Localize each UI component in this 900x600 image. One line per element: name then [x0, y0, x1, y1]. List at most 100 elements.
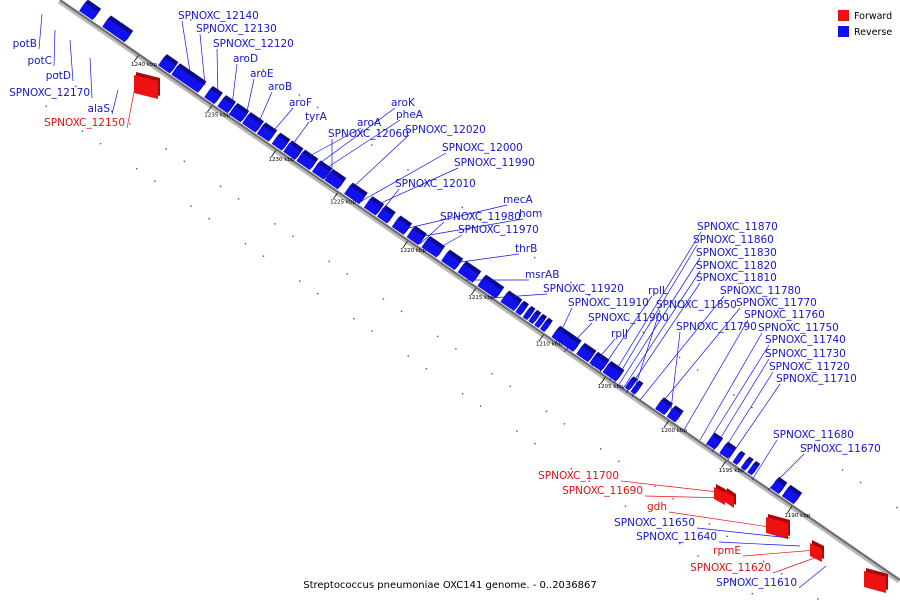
gene-block [515, 303, 526, 316]
gene-label-spnoxc-11680[interactable]: SPNOXC_11680 [773, 429, 854, 441]
leader-line [683, 319, 749, 431]
gene-label-alas[interactable]: alaS [88, 103, 111, 115]
leader-line [269, 107, 294, 136]
leader-line [727, 383, 781, 461]
leader-line [69, 39, 74, 82]
gene-label-rpll[interactable]: rplL [648, 285, 668, 297]
gene-label-spnoxc-11640[interactable]: SPNOXC_11640 [636, 531, 717, 543]
leader-line [742, 549, 817, 557]
gene-label-spnoxc-12020[interactable]: SPNOXC_12020 [405, 124, 486, 136]
gene-label-spnoxc-11760[interactable]: SPNOXC_11760 [744, 309, 825, 321]
gene-label-spnoxc-12000[interactable]: SPNOXC_12000 [442, 142, 523, 154]
gene-label-spnoxc-11990[interactable]: SPNOXC_11990 [454, 157, 535, 169]
gene-label-hom[interactable]: hom [519, 208, 542, 220]
bg-dot [136, 167, 138, 170]
gene-label-arod[interactable]: aroD [233, 53, 258, 65]
gene-block [766, 517, 788, 539]
bg-dot [697, 555, 699, 557]
scale-tick-label: 1205 kbp [598, 384, 624, 390]
gene-label-spnoxc-11850[interactable]: SPNOXC_11850 [656, 299, 737, 311]
gene-label-spnoxc-11790[interactable]: SPNOXC_11790 [676, 321, 757, 333]
gene-label-arof[interactable]: aroF [289, 97, 312, 109]
gene-block [655, 400, 671, 415]
gene-label-arob[interactable]: aroB [268, 81, 292, 93]
gene-label-msrab[interactable]: msrAB [525, 269, 559, 281]
gene-block [551, 328, 579, 352]
gene-label-spnoxc-11740[interactable]: SPNOXC_11740 [765, 334, 846, 346]
gene-label-phea[interactable]: pheA [396, 109, 424, 121]
bg-dot [679, 542, 681, 545]
gene-label-meca[interactable]: mecA [503, 194, 533, 206]
leader-line [751, 439, 778, 481]
gene-label-spnoxc-11820[interactable]: SPNOXC_11820 [696, 260, 777, 272]
gene-label-spnoxc-11720[interactable]: SPNOXC_11720 [769, 361, 850, 373]
gene-label-spnoxc-12010[interactable]: SPNOXC_12010 [395, 178, 476, 190]
gene-label-thrb[interactable]: thrB [515, 243, 537, 255]
gene-label-spnoxc-11810[interactable]: SPNOXC_11810 [696, 272, 777, 284]
gene-label-spnoxc-11830[interactable]: SPNOXC_11830 [696, 247, 777, 259]
scale-tick [663, 421, 669, 429]
gene-label-spnoxc-12130[interactable]: SPNOXC_12130 [196, 23, 277, 35]
gene-label-arok[interactable]: aroK [391, 97, 416, 109]
gene-label-potc[interactable]: potC [27, 55, 52, 67]
gene-label-spnoxc-11860[interactable]: SPNOXC_11860 [693, 234, 774, 246]
bg-dot [678, 356, 681, 359]
gene-label-spnoxc-11650[interactable]: SPNOXC_11650 [614, 517, 695, 529]
gene-label-gdh[interactable]: gdh [647, 501, 667, 513]
bg-dot [896, 506, 898, 509]
gene-label-spnoxc-11970[interactable]: SPNOXC_11970 [458, 224, 539, 236]
gene-label-spnoxc-11670[interactable]: SPNOXC_11670 [800, 443, 881, 455]
bg-dot [274, 223, 276, 225]
gene-label-spnoxc-11870[interactable]: SPNOXC_11870 [697, 221, 778, 233]
leader-line [445, 253, 520, 265]
gene-label-potb[interactable]: potB [13, 38, 37, 50]
gene-label-spnoxc-11620[interactable]: SPNOXC_11620 [690, 562, 771, 574]
gene-label-spnoxc-11610[interactable]: SPNOXC_11610 [716, 577, 797, 589]
gene-label-spnoxc-12170[interactable]: SPNOXC_12170 [9, 87, 90, 99]
bg-dot [726, 535, 729, 538]
leader-line [349, 134, 410, 191]
gene-label-spnoxc-11770[interactable]: SPNOXC_11770 [736, 297, 817, 309]
scale-tick-label: 1210 kbp [536, 342, 562, 348]
gene-block [500, 293, 520, 311]
scale-tick [133, 55, 139, 63]
gene-labels: potB potC potD SPNOXC_12170 alaS SPNOXC_12150… [9, 10, 881, 589]
gene-block [770, 479, 785, 494]
bg-dot [99, 142, 102, 145]
leader-line [359, 152, 447, 203]
bg-dot [618, 460, 620, 463]
gene-label-spnoxc-11900[interactable]: SPNOXC_11900 [588, 312, 669, 324]
gene-label-aroa[interactable]: aroA [357, 117, 382, 129]
bg-dot [437, 335, 439, 338]
gene-label-spnoxc-11780[interactable]: SPNOXC_11780 [720, 285, 801, 297]
gene-block [534, 316, 545, 328]
gene-label-spnoxc-11910[interactable]: SPNOXC_11910 [568, 297, 649, 309]
gene-label-spnoxc-12060[interactable]: SPNOXC_12060 [328, 128, 409, 140]
gene-label-spnoxc-12150[interactable]: SPNOXC_12150 [44, 117, 125, 129]
bg-dot [154, 180, 156, 182]
gene-label-spnoxc-11710[interactable]: SPNOXC_11710 [776, 373, 857, 385]
leader-line [668, 511, 777, 529]
bg-dot [545, 410, 548, 413]
gene-label-aroe[interactable]: aroE [250, 68, 274, 80]
bg-dot [219, 185, 222, 188]
gene-block [296, 152, 316, 170]
gene-label-spnoxc-11700[interactable]: SPNOXC_11700 [538, 470, 619, 482]
gene-label-spnoxc-11690[interactable]: SPNOXC_11690 [562, 485, 643, 497]
bg-dot [696, 369, 699, 371]
gene-label-spnoxc-11730[interactable]: SPNOXC_11730 [765, 348, 846, 360]
gene-label-spnoxc-11750[interactable]: SPNOXC_11750 [758, 322, 839, 334]
gene-label-spnoxc-11920[interactable]: SPNOXC_11920 [543, 283, 624, 295]
bg-dot [316, 106, 319, 109]
leader-line [620, 480, 719, 493]
gene-label-spnoxc-12140[interactable]: SPNOXC_12140 [178, 10, 259, 22]
gene-label-tyra[interactable]: tyrA [305, 111, 328, 123]
gene-block [283, 143, 301, 160]
gene-label-spnoxc-12120[interactable]: SPNOXC_12120 [213, 38, 294, 50]
scale-tick-label: 1220 kbp [400, 248, 426, 254]
gene-block [229, 106, 247, 123]
gene-label-rplj[interactable]: rplJ [611, 328, 628, 340]
gene-label-potd[interactable]: potD [46, 70, 71, 82]
gene-label-rpme[interactable]: rpmE [713, 545, 741, 557]
gene-label-spnoxc-11980[interactable]: SPNOXC_11980 [440, 211, 521, 223]
